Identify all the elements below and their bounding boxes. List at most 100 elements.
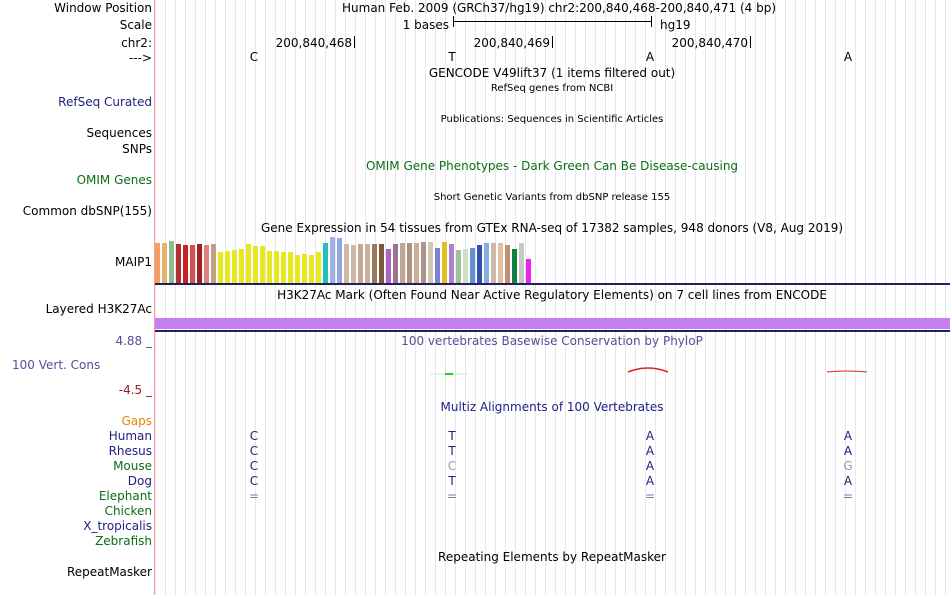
gtex-tissue-bar[interactable] <box>260 246 265 283</box>
gtex-tissue-bar[interactable] <box>190 245 195 283</box>
grid-line <box>215 0 216 595</box>
gtex-tissue-bar[interactable] <box>288 252 293 283</box>
gtex-tissue-bar[interactable] <box>351 245 356 283</box>
gtex-tissue-bar[interactable] <box>267 251 272 283</box>
gtex-tissue-bar[interactable] <box>316 252 321 283</box>
gtex-tissue-bar[interactable] <box>512 249 517 283</box>
grid-line <box>855 0 856 595</box>
gtex-tissue-bar[interactable] <box>183 245 188 283</box>
gtex-tissue-bar[interactable] <box>498 243 503 283</box>
grid-line <box>745 0 746 595</box>
track-separator <box>155 330 950 332</box>
gtex-tissue-bar[interactable] <box>232 250 237 283</box>
strand-label: ---> <box>128 51 152 65</box>
repeatmasker-track-label[interactable]: RepeatMasker <box>66 565 152 579</box>
gtex-tissue-bar[interactable] <box>358 244 363 283</box>
gtex-tissue-bar[interactable] <box>372 244 377 283</box>
gtex-tissue-bar[interactable] <box>295 255 300 283</box>
grid-line <box>765 0 766 595</box>
grid-line <box>945 0 946 595</box>
gaps-track-label[interactable]: Gaps <box>121 414 152 428</box>
gtex-tissue-bar[interactable] <box>449 244 454 283</box>
gtex-tissue-bar[interactable] <box>470 248 475 283</box>
gtex-tissue-bar[interactable] <box>463 249 468 283</box>
gtex-tissue-bar[interactable] <box>176 244 181 283</box>
gtex-tissue-bar[interactable] <box>155 243 160 283</box>
track-separator <box>155 283 950 285</box>
gtex-tissue-bar[interactable] <box>218 252 223 283</box>
gtex-tissue-bar[interactable] <box>435 248 440 283</box>
gtex-tissue-bar[interactable] <box>197 244 202 283</box>
grid-line <box>795 0 796 595</box>
alignment-base: G <box>843 459 853 473</box>
grid-line <box>315 0 316 595</box>
phylop-track-label[interactable]: 100 Vert. Cons <box>12 358 101 372</box>
alignment-base: A <box>645 444 655 458</box>
gtex-tissue-bar[interactable] <box>379 244 384 283</box>
gtex-tissue-bar[interactable] <box>442 242 447 283</box>
species-label: X_tropicalis <box>83 519 152 533</box>
gtex-tissue-bar[interactable] <box>456 250 461 283</box>
gtex-tissue-bar[interactable] <box>393 244 398 283</box>
gencode-track-title[interactable]: GENCODE V49lift37 (1 items filtered out) <box>428 66 676 80</box>
gtex-tissue-bar[interactable] <box>211 244 216 283</box>
gtex-tissue-bar[interactable] <box>477 245 482 283</box>
gtex-gene-label[interactable]: MAIP1 <box>115 255 152 269</box>
gtex-tissue-bar[interactable] <box>519 243 524 283</box>
alignment-base: A <box>645 459 655 473</box>
scale-ruler <box>453 21 652 22</box>
grid-line <box>895 0 896 595</box>
gtex-tissue-bar[interactable] <box>169 241 174 283</box>
phylop-negative-peak <box>826 370 868 373</box>
alignment-base: T <box>448 429 456 443</box>
gtex-tissue-bar[interactable] <box>386 249 391 283</box>
grid-line <box>345 0 346 595</box>
gtex-tissue-bar[interactable] <box>337 238 342 283</box>
h3k27ac-signal[interactable] <box>155 318 950 329</box>
gtex-tissue-bar[interactable] <box>484 243 489 283</box>
snps-track-label[interactable]: SNPs <box>122 142 152 156</box>
gtex-tissue-bar[interactable] <box>225 251 230 283</box>
alignment-base: = <box>842 489 854 503</box>
gtex-tissue-bar[interactable] <box>344 244 349 283</box>
omim-track-label[interactable]: OMIM Genes <box>76 173 152 187</box>
h3k27ac-track-label[interactable]: Layered H3K27Ac <box>45 302 152 316</box>
grid-line <box>385 0 386 595</box>
gtex-tissue-bar[interactable] <box>274 251 279 283</box>
gtex-tissue-bar[interactable] <box>162 243 167 283</box>
sequences-track-label[interactable]: Sequences <box>86 126 152 140</box>
gtex-tissue-bar[interactable] <box>400 243 405 283</box>
grid-line <box>735 0 736 595</box>
grid-line <box>375 0 376 595</box>
gtex-tissue-bar[interactable] <box>281 252 286 283</box>
dbsnp-track-label[interactable]: Common dbSNP(155) <box>22 204 152 218</box>
gtex-expression-chart[interactable] <box>155 236 555 283</box>
gtex-tissue-bar[interactable] <box>365 244 370 283</box>
grid-line <box>715 0 716 595</box>
gtex-tissue-bar[interactable] <box>491 243 496 283</box>
species-label: Mouse <box>113 459 152 473</box>
gtex-tissue-bar[interactable] <box>302 254 307 283</box>
coordinate-tick <box>750 36 751 48</box>
phylop-negative-peak <box>627 367 669 373</box>
gtex-tissue-bar[interactable] <box>407 243 412 283</box>
alignment-base: C <box>249 444 259 458</box>
alignment-base: A <box>843 474 853 488</box>
refseq-track-label[interactable]: RefSeq Curated <box>58 95 152 109</box>
gtex-tissue-bar[interactable] <box>505 245 510 283</box>
gtex-tissue-bar[interactable] <box>246 244 251 283</box>
gtex-tissue-bar[interactable] <box>428 242 433 283</box>
gtex-tissue-bar[interactable] <box>526 259 531 283</box>
gtex-tissue-bar[interactable] <box>309 255 314 283</box>
grid-line <box>365 0 366 595</box>
assembly-position[interactable]: Human Feb. 2009 (GRCh37/hg19) chr2:200,8… <box>342 1 777 15</box>
gtex-tissue-bar[interactable] <box>414 243 419 283</box>
gtex-tissue-bar[interactable] <box>204 245 209 283</box>
gtex-tissue-bar[interactable] <box>330 237 335 283</box>
repeatmasker-track-title: Repeating Elements by RepeatMasker <box>438 550 666 564</box>
gtex-tissue-bar[interactable] <box>239 249 244 283</box>
gtex-tissue-bar[interactable] <box>421 242 426 283</box>
gtex-tissue-bar[interactable] <box>323 243 328 283</box>
grid-line <box>225 0 226 595</box>
gtex-tissue-bar[interactable] <box>253 246 258 283</box>
